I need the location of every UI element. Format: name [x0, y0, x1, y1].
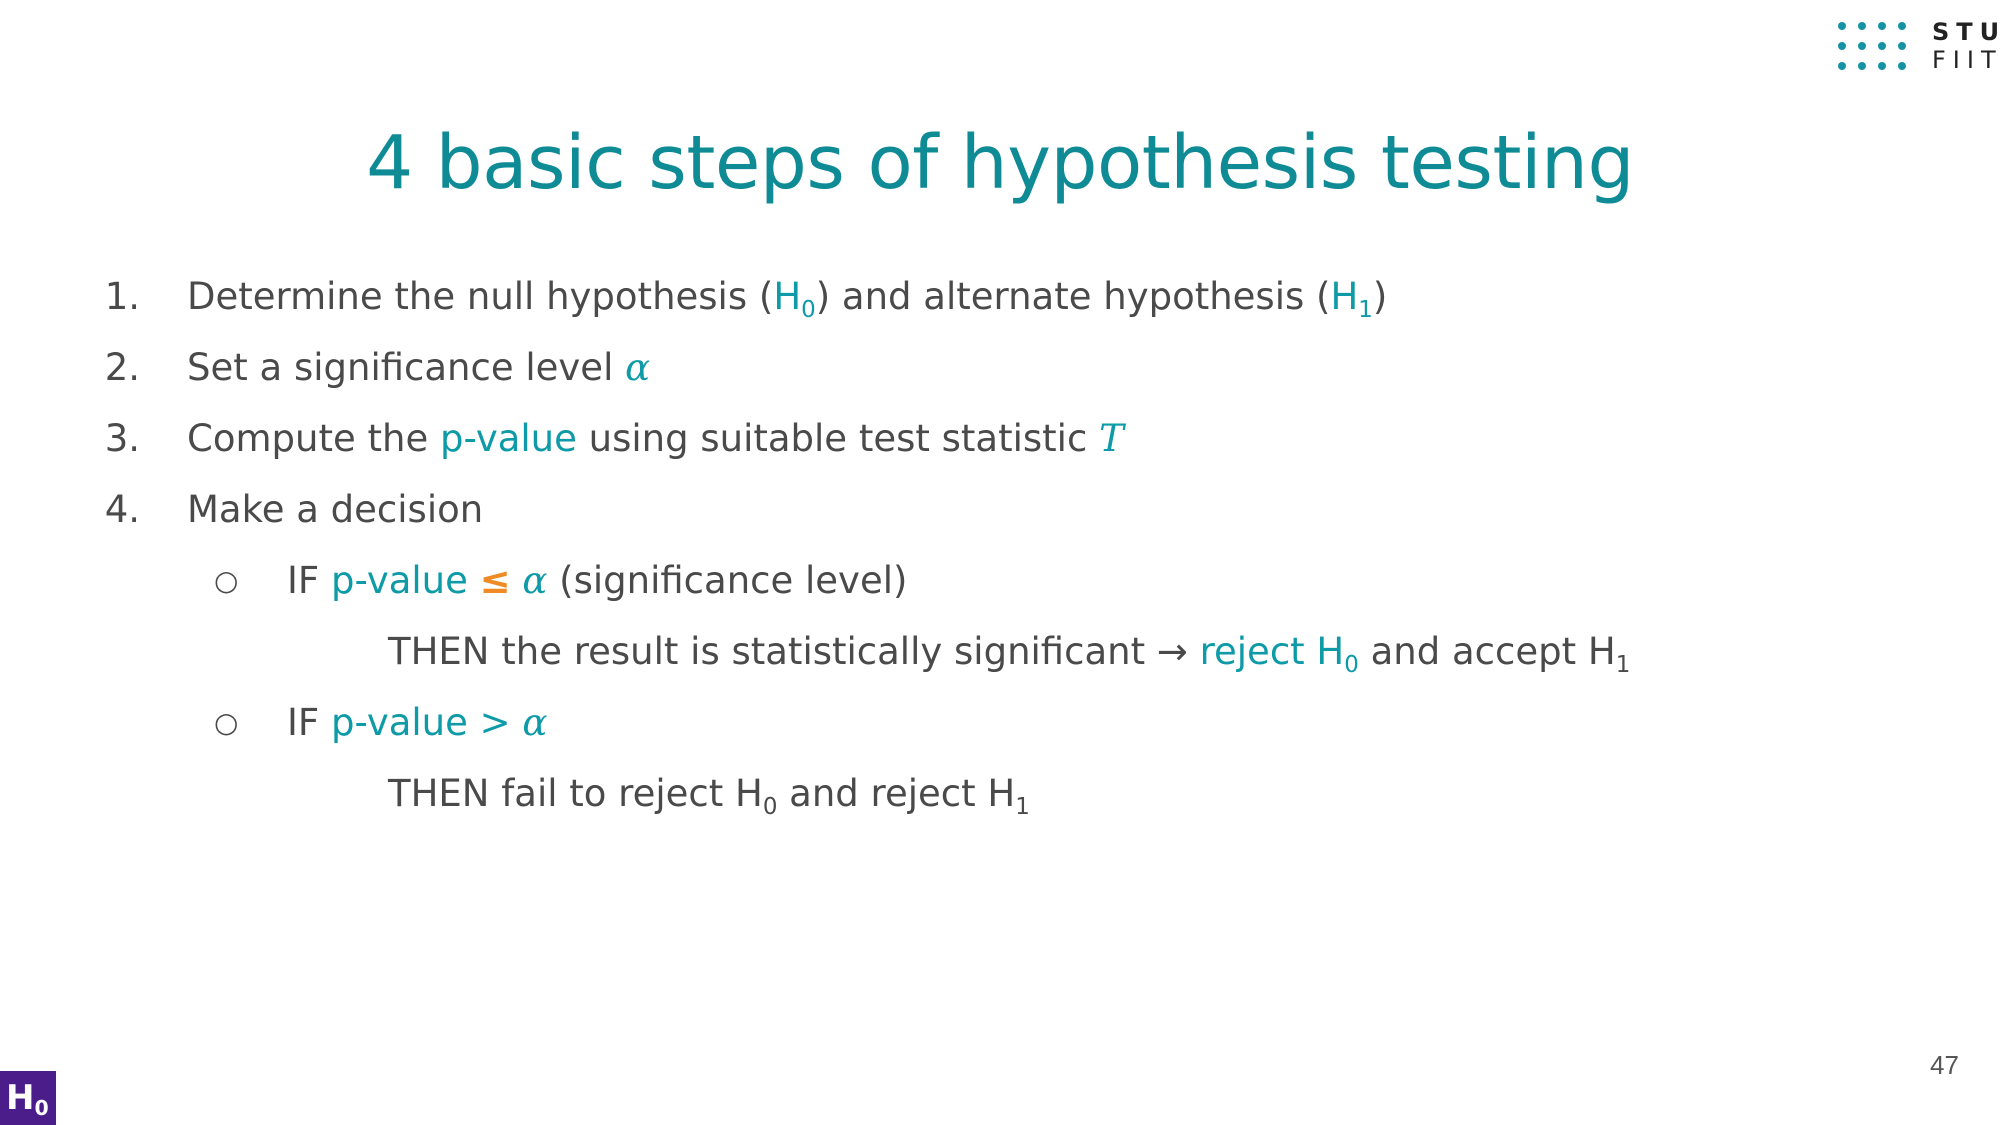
- step-1-mid: ) and alternate hypothesis (: [815, 275, 1331, 318]
- step-number-1: 1.: [104, 275, 140, 318]
- step-2-text: Set a significance level: [187, 346, 626, 389]
- step-1-text: Determine the null hypothesis (: [187, 275, 774, 318]
- page-number: 47: [1930, 1050, 1959, 1080]
- stu-fiit-logo: STU FIIT: [1838, 18, 2000, 74]
- logo-line-2: FIIT: [1932, 46, 2000, 74]
- leq-operator: ≤: [479, 559, 511, 602]
- reject-h0-highlight: reject H0: [1199, 630, 1359, 679]
- decision-2-then: THEN fail to reject H0 and reject H1: [388, 772, 1030, 821]
- step-3-text: Compute the: [187, 417, 440, 460]
- logo-line-1: STU: [1932, 18, 2000, 46]
- step-1: Determine the null hypothesis (H0) and a…: [187, 272, 1387, 322]
- step-3-mid: using suitable test statistic: [576, 417, 1100, 460]
- step-3: Compute the p-value using suitable test …: [187, 414, 1124, 464]
- h0-symbol: H0: [773, 275, 816, 324]
- decision-1-if: IF p-value ≤ α (significance level): [287, 559, 908, 602]
- decision-1-then: THEN the result is statistically signifi…: [388, 630, 1631, 679]
- t-symbol: T: [1099, 417, 1124, 460]
- h0-badge: H0: [0, 1071, 56, 1125]
- slide-title: 4 basic steps of hypothesis testing: [366, 120, 1634, 206]
- decision-2-if: IF p-value > α: [287, 701, 548, 744]
- p-value-highlight: p-value: [439, 417, 577, 460]
- step-4: Make a decision: [187, 488, 484, 531]
- step-2: Set a significance level α: [187, 343, 650, 393]
- alpha-symbol: α: [625, 346, 651, 389]
- step-number-4: 4.: [104, 488, 140, 531]
- h1-symbol: H1: [1330, 275, 1373, 324]
- step-number-3: 3.: [104, 417, 140, 460]
- step-number-2: 2.: [104, 346, 140, 389]
- bullet-1: ○: [214, 564, 239, 597]
- bullet-2: ○: [214, 706, 239, 739]
- step-1-post: ): [1372, 275, 1388, 318]
